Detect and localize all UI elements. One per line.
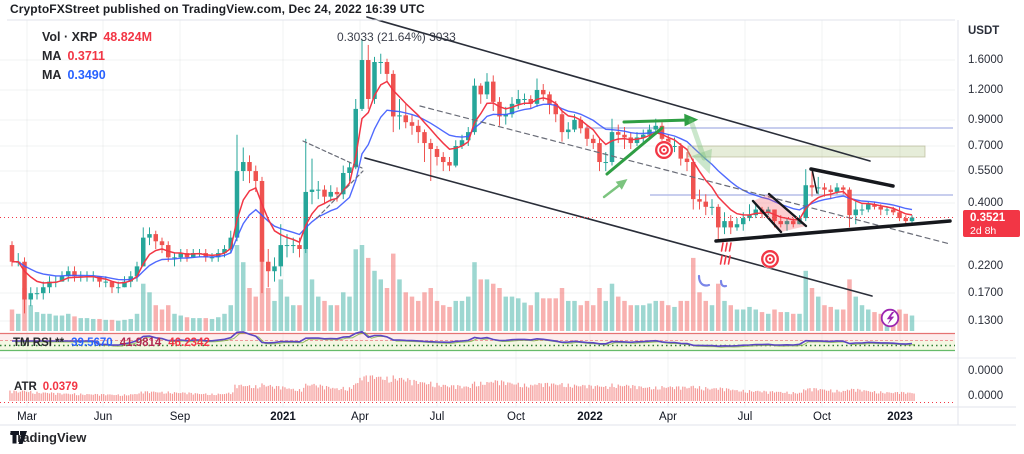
time-axis-label: Jul [429,411,445,423]
tradingview-brand-text: TradingView [10,430,87,445]
price-axis-label: 0.7000 [968,140,1004,152]
volume-legend-label: Vol · XRP [42,30,98,44]
price-axis-label: 1.2000 [968,84,1004,96]
price-axis-label: 0.5500 [968,165,1004,177]
current-price-tag: 0.3521 2d 8h [963,210,1020,237]
time-axis-label: 2023 [887,411,913,423]
drawing-layer-front [0,16,955,328]
volume-legend-value: 48.824M [103,30,152,44]
drawing-layer-back [585,127,953,196]
atr-pane [0,375,955,403]
time-axis-label: Oct [813,411,831,423]
time-axis-label: Jul [737,411,753,423]
time-axis-label: 2022 [577,411,603,423]
price-axis-label: 0.2200 [968,260,1004,272]
candle-countdown: 2d 8h [970,225,997,238]
rsi-value: 41.9814 [119,337,162,349]
ma-fast-label: MA [42,49,62,63]
time-axis-label: Jun [93,411,113,423]
rsi-value: 39.5670 [71,337,113,349]
time-axis-label: Mar [17,411,37,423]
ma-slow-value: 0.3490 [67,68,106,82]
atr-indicator-row[interactable]: ATR 0.0379 [14,381,78,393]
rsi-label: TM RSI ** [13,337,65,349]
current-price: 0.3521 [970,212,1006,224]
atr-label: ATR [14,381,37,393]
rsi-indicator-row[interactable]: TM RSI ** 39.5670 41.9814 46.2342 [13,337,210,349]
ma-fast-value: 0.3711 [67,49,105,63]
time-axis-label: 2021 [270,411,296,423]
rsi-pane [0,330,955,352]
pane-borders [0,19,1016,426]
atr-value: 0.0379 [42,381,78,393]
grid-lines [0,20,955,407]
volume-bars [9,245,915,331]
price-axis-label: 0.1300 [968,315,1004,327]
price-axis-label: 0.1700 [968,287,1004,299]
time-axis-label: Apr [351,411,369,423]
price-axis-label: 0.9000 [968,114,1004,126]
ma-slow-label: MA [42,68,62,82]
moving-average-lines [12,80,913,284]
tradingview-attribution[interactable]: TradingView [10,430,86,445]
time-axis-label: Sep [169,411,191,423]
time-axis-label: Apr [659,411,677,423]
measurement-annotation: 0.3033 (21.64%) 3033 [337,30,456,44]
legend-row-ma-fast[interactable]: MA 0.3711 [42,49,105,63]
price-axis-currency: USDT [968,25,1000,37]
price-axis-label: 0.0000 [968,365,1004,377]
rsi-value: 46.2342 [168,337,210,349]
legend-row-ma-slow[interactable]: MA 0.3490 [42,68,106,82]
legend-row-volume[interactable]: Vol · XRP 48.824M [42,30,152,44]
time-axis-label: Oct [507,411,525,423]
candlestick-series [9,38,915,314]
price-axis-label: 1.6000 [968,54,1004,66]
price-axis-label: 0.4000 [968,197,1004,209]
price-axis-label: 0.0000 [968,390,1004,402]
byline: CryptoFXStreet published on TradingView.… [10,2,425,16]
tradingview-logo-icon [10,431,27,444]
